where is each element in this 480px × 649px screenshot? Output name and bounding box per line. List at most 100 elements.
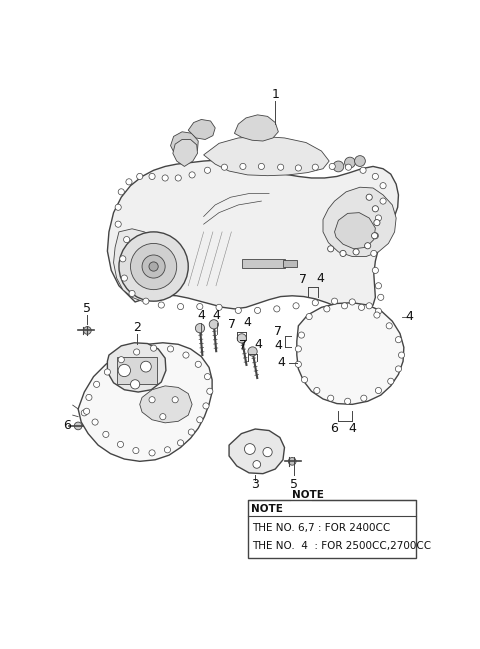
- Text: 5: 5: [290, 478, 298, 491]
- Text: 6: 6: [331, 422, 338, 435]
- Circle shape: [341, 302, 348, 309]
- Bar: [242, 259, 285, 268]
- Text: 5: 5: [84, 302, 91, 315]
- Circle shape: [118, 441, 123, 447]
- Text: 4: 4: [254, 337, 262, 351]
- Circle shape: [178, 440, 184, 446]
- Circle shape: [388, 378, 394, 384]
- Polygon shape: [188, 119, 215, 140]
- Circle shape: [375, 283, 382, 289]
- Circle shape: [195, 324, 204, 333]
- Circle shape: [380, 182, 386, 189]
- Circle shape: [203, 403, 209, 409]
- Text: 2: 2: [133, 321, 141, 334]
- Circle shape: [258, 164, 264, 169]
- Text: 4: 4: [213, 308, 221, 321]
- Circle shape: [195, 361, 201, 367]
- Polygon shape: [78, 343, 212, 461]
- Circle shape: [345, 157, 355, 168]
- Circle shape: [84, 326, 91, 334]
- Circle shape: [396, 366, 402, 372]
- Text: 4: 4: [244, 316, 252, 329]
- Polygon shape: [108, 160, 398, 313]
- Circle shape: [254, 308, 261, 313]
- Text: 7: 7: [239, 339, 247, 352]
- Circle shape: [295, 165, 301, 171]
- Circle shape: [372, 267, 378, 273]
- Circle shape: [345, 398, 351, 404]
- Circle shape: [120, 256, 126, 262]
- Circle shape: [86, 395, 92, 400]
- Text: 7: 7: [228, 318, 236, 331]
- Circle shape: [288, 458, 296, 465]
- Circle shape: [168, 346, 174, 352]
- Circle shape: [143, 298, 149, 304]
- Circle shape: [149, 173, 155, 180]
- Circle shape: [207, 388, 213, 395]
- Circle shape: [386, 323, 392, 329]
- Circle shape: [253, 461, 261, 469]
- Circle shape: [274, 306, 280, 312]
- Circle shape: [92, 419, 98, 425]
- Circle shape: [141, 361, 151, 372]
- Circle shape: [204, 374, 211, 380]
- Bar: [283, 260, 297, 267]
- Circle shape: [235, 308, 241, 313]
- Circle shape: [115, 221, 121, 227]
- Circle shape: [340, 251, 346, 256]
- Polygon shape: [229, 429, 285, 474]
- Circle shape: [209, 320, 218, 329]
- Circle shape: [295, 361, 301, 367]
- Circle shape: [149, 262, 158, 271]
- Circle shape: [324, 306, 330, 312]
- Circle shape: [104, 369, 110, 375]
- Circle shape: [263, 447, 272, 457]
- Circle shape: [81, 410, 87, 416]
- Circle shape: [314, 387, 320, 393]
- Text: 4: 4: [275, 339, 282, 352]
- Text: NOTE: NOTE: [291, 490, 324, 500]
- Circle shape: [359, 304, 365, 310]
- Circle shape: [380, 198, 386, 204]
- Circle shape: [349, 299, 355, 305]
- Circle shape: [123, 236, 130, 243]
- Text: 4: 4: [348, 422, 356, 435]
- Text: THE NO.  4  : FOR 2500CC,2700CC: THE NO. 4 : FOR 2500CC,2700CC: [252, 541, 432, 551]
- Circle shape: [121, 275, 127, 281]
- Circle shape: [115, 204, 121, 210]
- Circle shape: [84, 408, 90, 414]
- Polygon shape: [335, 213, 375, 249]
- Circle shape: [133, 447, 139, 454]
- Circle shape: [353, 249, 359, 255]
- Text: 4: 4: [197, 308, 205, 321]
- Circle shape: [118, 356, 124, 363]
- Circle shape: [328, 395, 334, 401]
- Circle shape: [133, 349, 140, 355]
- Circle shape: [131, 243, 177, 289]
- Text: 7: 7: [299, 273, 307, 286]
- Circle shape: [189, 172, 195, 178]
- Circle shape: [372, 206, 378, 212]
- Circle shape: [374, 312, 380, 318]
- Circle shape: [375, 387, 382, 393]
- Circle shape: [372, 232, 378, 239]
- Circle shape: [129, 290, 135, 297]
- Circle shape: [131, 380, 140, 389]
- Circle shape: [158, 302, 164, 308]
- Circle shape: [374, 219, 380, 226]
- Circle shape: [118, 364, 131, 376]
- Circle shape: [244, 444, 255, 454]
- Circle shape: [149, 397, 155, 403]
- Circle shape: [366, 302, 372, 309]
- Circle shape: [345, 164, 351, 170]
- Circle shape: [372, 232, 378, 239]
- Circle shape: [328, 246, 334, 252]
- Circle shape: [126, 178, 132, 185]
- Text: THE NO. 6,7 : FOR 2400CC: THE NO. 6,7 : FOR 2400CC: [252, 522, 391, 533]
- Circle shape: [365, 243, 371, 249]
- Circle shape: [371, 251, 377, 256]
- Circle shape: [329, 164, 336, 169]
- Circle shape: [197, 304, 203, 310]
- Polygon shape: [323, 187, 396, 256]
- Circle shape: [204, 167, 211, 173]
